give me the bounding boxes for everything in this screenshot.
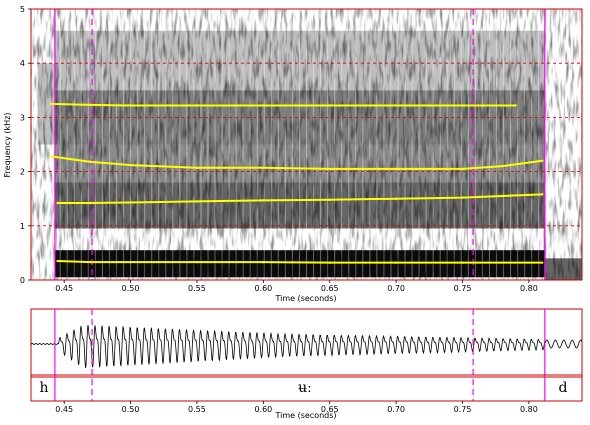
- formant-point: [89, 160, 92, 164]
- formant-point: [195, 104, 199, 107]
- formant-point: [394, 167, 398, 171]
- formant-point: [89, 260, 92, 264]
- formant-point: [461, 261, 464, 264]
- formant-point: [56, 259, 59, 263]
- formant-point: [262, 199, 265, 202]
- x-tick-label: 0.50: [122, 405, 140, 414]
- formant-point: [195, 166, 199, 170]
- formant-track-3: [57, 193, 543, 205]
- formant-point: [461, 196, 464, 199]
- formant-point: [262, 260, 265, 264]
- formant-point: [129, 104, 132, 107]
- formant-point: [328, 198, 331, 201]
- formant-point: [262, 104, 265, 107]
- formant-point: [195, 260, 199, 264]
- formant-point: [328, 104, 331, 107]
- x-tick-label: 0.60: [254, 405, 272, 414]
- formant-point: [514, 104, 517, 107]
- x-tick-label: 0.70: [387, 405, 405, 414]
- formant-point: [394, 261, 398, 264]
- x-tick-label: 0.70: [387, 284, 405, 293]
- formant-point: [89, 201, 92, 205]
- x-tick-label: 0.45: [55, 284, 73, 293]
- y-tick-label: 2: [20, 168, 25, 177]
- waveform-frame: [30, 308, 583, 378]
- x-tick-label: 0.80: [520, 405, 538, 414]
- formant-point: [195, 200, 199, 203]
- formant-point: [56, 201, 59, 205]
- formant-point: [328, 167, 331, 171]
- x-tick-label: 0.80: [520, 284, 538, 293]
- waveform-x-axis-label: Time (seconds): [274, 411, 336, 420]
- formant-point: [328, 261, 331, 264]
- formant-point: [501, 164, 504, 168]
- formant-point: [461, 104, 464, 107]
- tier-frame: [30, 374, 583, 402]
- y-tick-label: 3: [20, 113, 25, 122]
- formant-point: [129, 260, 132, 264]
- formant-point: [461, 167, 464, 171]
- spectrogram-y-axis-label: Frequency (kHz): [3, 113, 12, 178]
- formant-point: [540, 193, 544, 196]
- formant-point: [89, 103, 92, 107]
- x-tick-label: 0.55: [188, 405, 206, 414]
- y-tick-label: 4: [20, 59, 25, 68]
- waveform-trace: [30, 324, 583, 368]
- spectrogram-frame: [30, 8, 583, 281]
- formant-point: [540, 261, 544, 264]
- formant-point: [49, 155, 53, 158]
- segment-label-h: h: [39, 380, 48, 396]
- x-tick-label: 0.65: [321, 284, 339, 293]
- x-tick-label: 0.55: [188, 284, 206, 293]
- segment-tier: h ʉː d 0.45 0.50 0.55 0.60 0.65 0.70 0.75 0.80 …: [30, 374, 583, 420]
- formant-point: [129, 201, 132, 204]
- segment-label-vowel: ʉː: [298, 380, 312, 396]
- x-tick-label: 0.50: [122, 284, 140, 293]
- x-tick-label: 0.75: [454, 405, 472, 414]
- formant-track-2: [50, 155, 543, 170]
- y-tick-label: 5: [20, 5, 25, 14]
- formant-point: [49, 102, 53, 106]
- segment-label-d: d: [559, 380, 568, 396]
- formant-point: [394, 104, 398, 107]
- x-tick-label: 0.65: [321, 405, 339, 414]
- x-tick-label: 0.60: [254, 284, 272, 293]
- formant-point: [129, 163, 132, 167]
- x-tick-label: 0.75: [454, 284, 472, 293]
- formant-point: [394, 197, 398, 200]
- formant-point: [540, 159, 544, 162]
- x-tick-label: 0.45: [55, 405, 73, 414]
- y-tick-label: 1: [20, 222, 25, 231]
- formant-point: [501, 194, 504, 198]
- spectrogram-image: [31, 9, 582, 280]
- y-tick-label: 0: [20, 276, 25, 285]
- formant-point: [262, 166, 265, 170]
- spectrogram-x-axis-label: Time (seconds): [274, 294, 336, 303]
- spectrogram-texture: [31, 9, 582, 280]
